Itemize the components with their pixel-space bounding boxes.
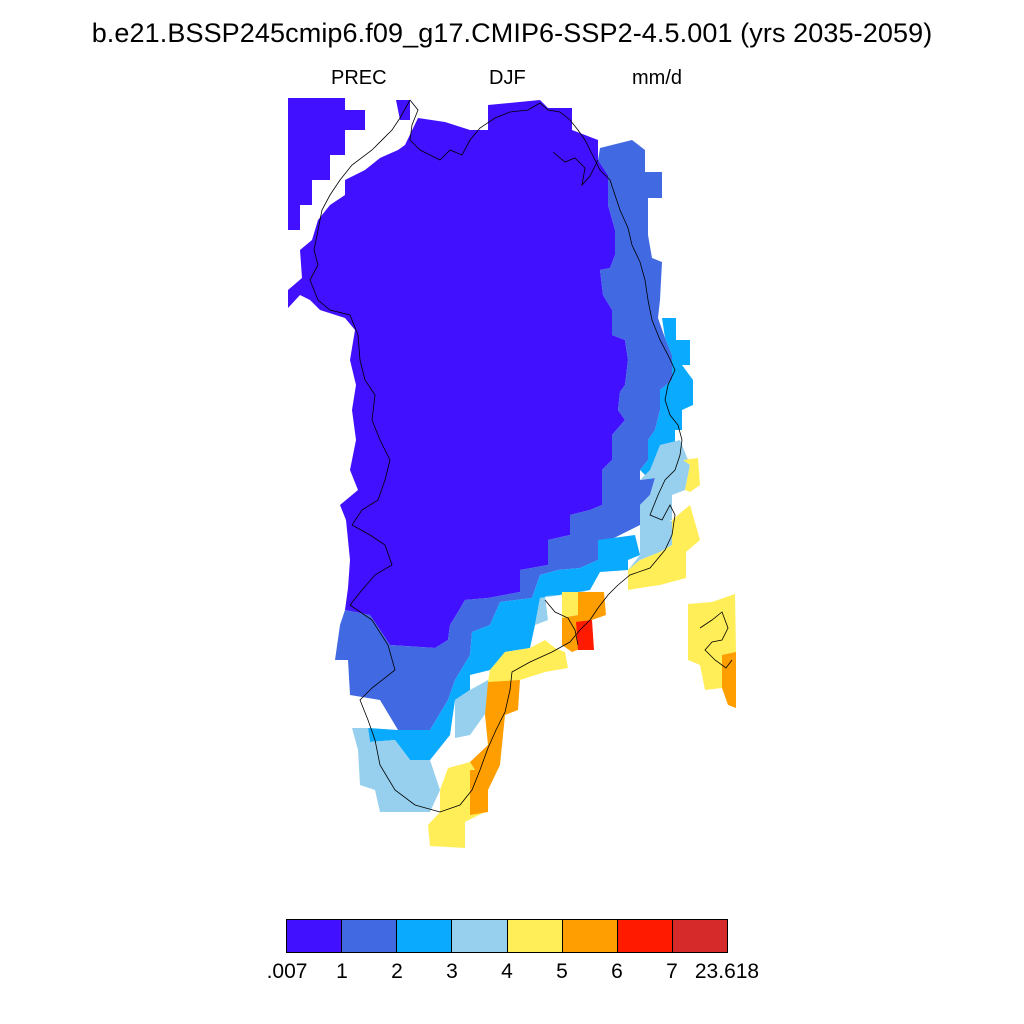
field-class-6 xyxy=(576,620,594,650)
colorbar-label: 1 xyxy=(336,960,348,983)
colorbar-box-0 xyxy=(287,920,343,952)
colorbar-label: .007 xyxy=(266,960,308,983)
season-label: DJF xyxy=(489,67,526,89)
field-class-1 xyxy=(335,140,672,730)
variable-label: PREC xyxy=(331,67,387,89)
colorbar-box-3 xyxy=(452,920,508,952)
field-class-0 xyxy=(288,98,628,648)
plot-title: b.e21.BSSP245cmip6.f09_g17.CMIP6-SSP2-4.… xyxy=(91,18,933,48)
colorbar-label: 3 xyxy=(446,960,458,983)
colorbar-box-6 xyxy=(617,920,673,952)
coastline xyxy=(309,99,733,813)
units-label: mm/d xyxy=(632,67,682,89)
colorbar xyxy=(286,919,728,953)
field-class-2 xyxy=(368,318,693,760)
colorbar-label: 2 xyxy=(391,960,403,983)
colorbar-label: 7 xyxy=(666,960,678,983)
colorbar-box-4 xyxy=(507,920,563,952)
colorbar-box-2 xyxy=(397,920,453,952)
colorbar-box-7 xyxy=(672,920,727,952)
colorbar-label: 4 xyxy=(501,960,513,983)
colorbar-label: 6 xyxy=(611,960,623,983)
colorbar-box-1 xyxy=(342,920,398,952)
colorbar-label: 23.618 xyxy=(694,960,760,983)
colorbar-box-5 xyxy=(562,920,618,952)
colorbar-label: 5 xyxy=(556,960,568,983)
